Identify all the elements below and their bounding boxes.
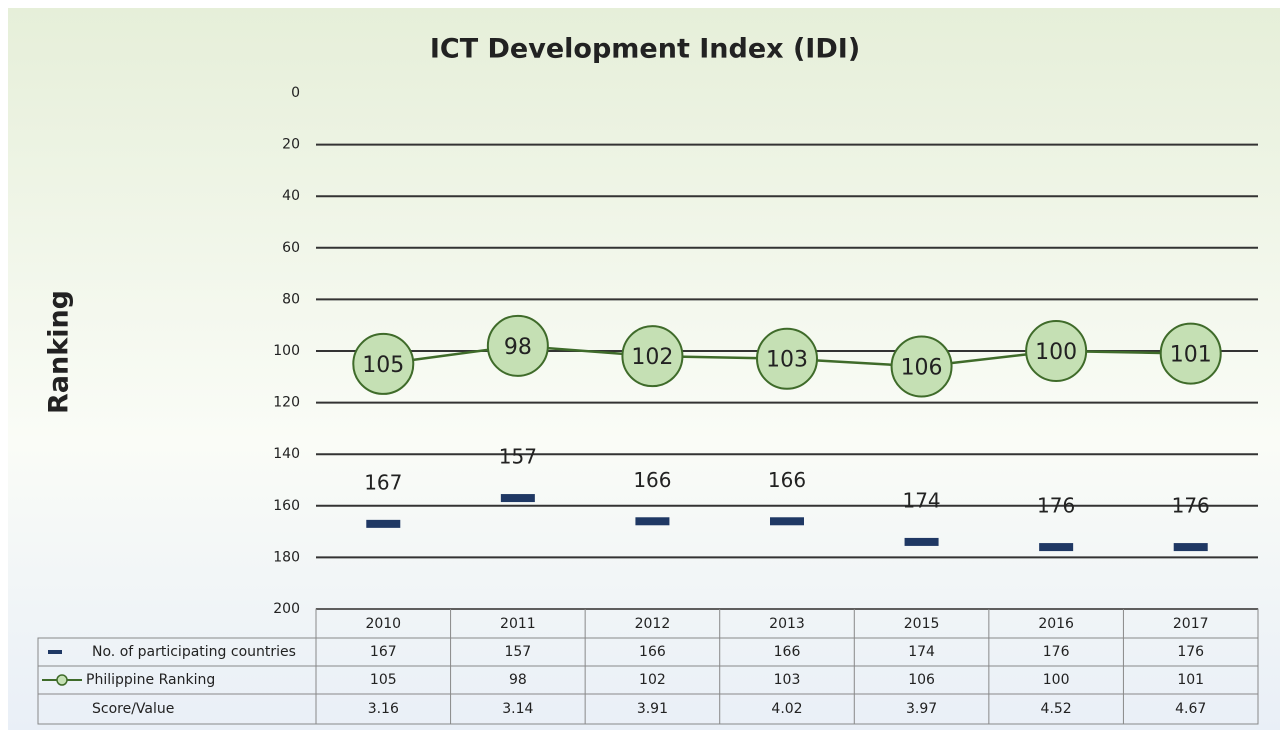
x-tick-label: 2012 <box>635 616 671 632</box>
table-cell: 166 <box>639 644 666 660</box>
dash-marker <box>1173 543 1208 552</box>
chart-title: ICT Development Index (IDI) <box>430 34 860 65</box>
data-label: 174 <box>902 488 940 512</box>
table-cell: 103 <box>774 672 801 688</box>
table-cell: 157 <box>504 644 531 660</box>
table-cell: 3.14 <box>502 701 533 717</box>
y-tick-label: 80 <box>282 291 300 307</box>
ranking-marker <box>621 325 684 388</box>
x-tick-label: 2016 <box>1038 616 1074 632</box>
y-tick-label: 180 <box>273 549 300 565</box>
x-tick-label: 2017 <box>1173 616 1209 632</box>
table-cell: 106 <box>908 672 935 688</box>
data-label: 167 <box>364 470 402 494</box>
y-tick-label: 40 <box>282 188 300 204</box>
data-label: 101 <box>1170 343 1212 368</box>
table-cell: 176 <box>1043 644 1070 660</box>
legend-icon <box>48 650 62 654</box>
legend-label: Philippine Ranking <box>86 672 215 688</box>
table-cell: 3.97 <box>906 701 937 717</box>
ranking-marker <box>890 335 953 398</box>
data-label: 157 <box>499 445 537 469</box>
y-tick-label: 160 <box>273 498 300 514</box>
y-tick-label: 100 <box>273 343 300 359</box>
legend-label: No. of participating countries <box>92 644 296 660</box>
y-tick-label: 60 <box>282 240 300 256</box>
ranking-marker <box>1025 320 1088 382</box>
dash-marker <box>366 519 401 528</box>
table-cell: 166 <box>774 644 801 660</box>
table-cell: 101 <box>1177 672 1204 688</box>
y-tick-label: 200 <box>273 601 300 617</box>
x-tick-label: 2015 <box>904 616 940 632</box>
y-axis-label: Ranking <box>44 290 75 414</box>
data-label: 106 <box>901 355 943 380</box>
dash-marker <box>904 537 939 546</box>
ranking-marker <box>486 314 549 377</box>
y-tick-label: 20 <box>282 137 300 153</box>
table-cell: 98 <box>509 672 527 688</box>
ranking-marker <box>352 332 415 395</box>
ranking-marker <box>756 327 818 390</box>
table-cell: 102 <box>639 672 666 688</box>
x-tick-label: 2011 <box>500 616 536 632</box>
table-cell: 4.52 <box>1041 701 1072 717</box>
dash-marker <box>635 517 670 526</box>
table-cell: 3.16 <box>368 701 399 717</box>
y-tick-label: 120 <box>273 395 300 411</box>
data-label: 176 <box>1172 494 1210 518</box>
ranking-marker <box>1159 322 1222 385</box>
y-tick-label: 140 <box>273 446 300 462</box>
data-label: 98 <box>504 335 532 360</box>
dash-marker <box>770 517 804 526</box>
table-cell: 174 <box>908 644 935 660</box>
y-tick-label: 0 <box>291 85 300 101</box>
table-cell: 167 <box>370 644 397 660</box>
data-label: 100 <box>1035 340 1077 365</box>
dash-marker <box>500 494 535 503</box>
data-label: 105 <box>362 353 404 378</box>
table-cell: 100 <box>1043 672 1070 688</box>
data-label: 103 <box>766 348 808 373</box>
x-tick-label: 2013 <box>769 616 805 632</box>
table-cell: 3.91 <box>637 701 668 717</box>
legend-icon <box>56 674 68 686</box>
data-label: 102 <box>631 345 673 370</box>
data-label: 166 <box>768 468 806 492</box>
table-cell: 4.67 <box>1175 701 1206 717</box>
table-cell: 4.02 <box>771 701 802 717</box>
table-cell: 105 <box>370 672 397 688</box>
data-label: 166 <box>633 468 671 492</box>
table-cell: 176 <box>1177 644 1204 660</box>
data-label: 176 <box>1037 494 1075 518</box>
x-tick-label: 2010 <box>365 616 401 632</box>
score-label: Score/Value <box>92 701 174 717</box>
dash-marker <box>1039 543 1074 552</box>
